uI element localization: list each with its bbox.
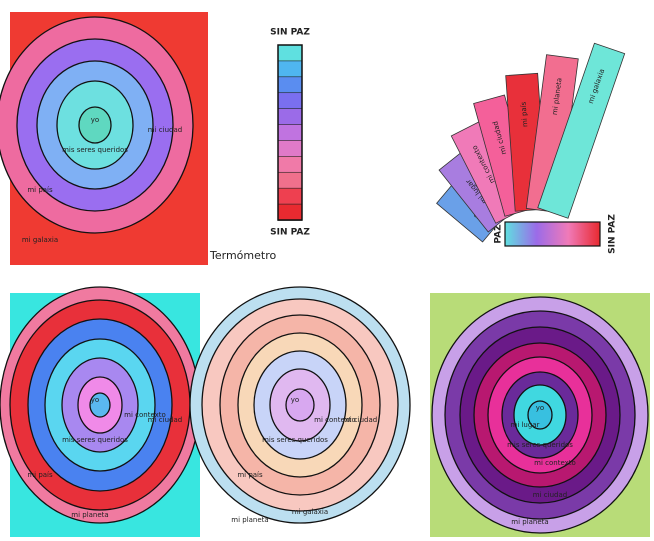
ring [79,107,111,143]
ring-label: mis seres queridos [62,146,128,154]
thermometer-segment [278,45,302,61]
thermometer-segment [278,172,302,188]
ring-label: mi planeta [231,516,268,524]
ring-label: mi ciudad [148,126,182,134]
ring-label: mi planeta [511,518,548,526]
thermometer-segment [278,77,302,93]
thermometer-segment [278,140,302,156]
peace-bar [505,222,600,246]
ring-label: mi galaxia [22,236,58,244]
ring-label: yo [536,404,544,412]
ring-label: yo [291,396,299,404]
ring-label: mis seres queridos [507,441,573,449]
ring-label: mi lugar [511,421,540,429]
ring-label: mis seres queridos [262,436,328,444]
ring-label: mi ciudad [533,491,567,499]
thermometer-bottom-label: SIN PAZ [270,228,310,238]
thermometer-segment [278,204,302,220]
thermometer-segment [278,61,302,77]
fan-bar-right: SIN PAZ [608,214,618,254]
ring-label: mi planeta [71,511,108,519]
thermometer-segment [278,93,302,109]
ring [286,389,314,421]
ring-label: mis seres queridos [62,436,128,444]
ring-label: mi país [27,186,53,194]
ring-label: yo [91,116,99,124]
thermometer-segment [278,188,302,204]
collage: SIN PAZ SIN PAZ Termómetro PAZ SIN PAZ y… [0,0,654,541]
thermometer-segment [278,125,302,141]
ring-label: mi contexto [534,459,576,467]
ring-label: mi país [27,471,53,479]
ring-label: mi ciudad [148,416,182,424]
thermometer-caption: Termómetro [209,249,276,262]
ring-label: yo [91,396,99,404]
ring-label: mi galaxia [292,508,328,516]
thermometer-segment [278,156,302,172]
thermometer-top-label: SIN PAZ [270,28,310,38]
thermometer-segment [278,109,302,125]
ring-label: mi ciudad [343,416,377,424]
ring-label: mi país [237,471,263,479]
